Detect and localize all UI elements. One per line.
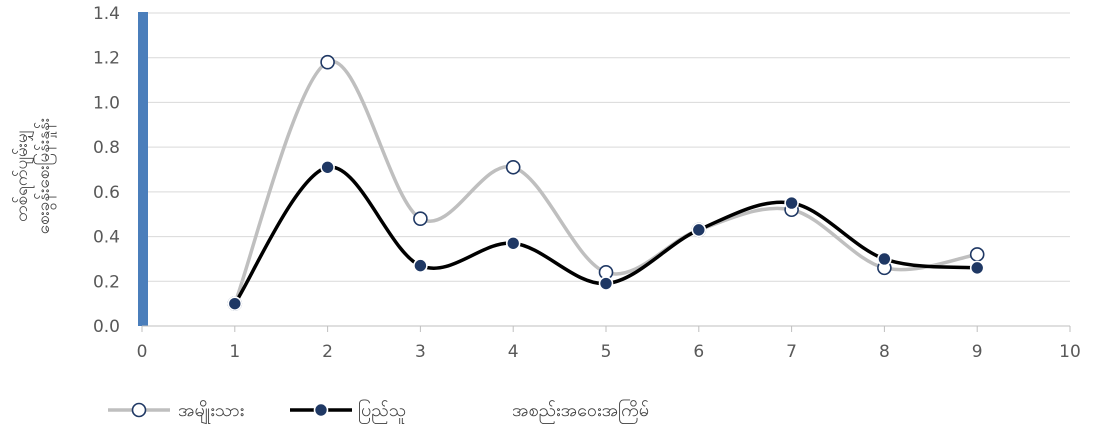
x-tick-label-10: 10 [1059,342,1081,362]
x-tick-label-7: 7 [786,342,797,362]
legend-label-extra: အစည်းအဝေးအကြိမ် [512,399,649,424]
x-tick-label-3: 3 [415,342,426,362]
tick-labels: 0 1 2 3 4 5 6 7 8 9 10 0.0 0.2 0.4 0.6 0.8 1.0 1.2 1.4 [93,4,1081,362]
axes [141,325,1071,332]
gridlines [142,12,1070,282]
series-1-point-3[interactable] [413,211,428,226]
series-2-point-7[interactable] [784,195,799,211]
series-2-point-4[interactable] [505,235,521,251]
x-tick-label-6: 6 [693,342,704,362]
series-2-point-1[interactable] [227,296,243,311]
y-tick-label-0: 0.0 [93,317,120,337]
legend-marker-series-2 [313,402,329,418]
y-tick-label-6: 1.2 [93,49,120,69]
y-tick-label-4: 0.8 [93,138,120,158]
x-tick-label-1: 1 [229,342,240,362]
legend: အမျိုးသား ပြည်သူ အစည်းအဝေးအကြိမ် [108,399,649,424]
series-1-point-9[interactable] [969,247,985,262]
y-tick-label-1: 0.2 [93,272,120,292]
series-1-point-4[interactable] [505,159,521,175]
series-2-point-3[interactable] [413,258,428,273]
x-tick-label-4: 4 [508,342,519,362]
x-tick-label-8: 8 [879,342,890,362]
series-2-point-2[interactable] [320,159,335,175]
legend-item-series-1[interactable]: အမျိုးသား [108,400,244,424]
x-tick-label-5: 5 [601,342,612,362]
y-axis-label: တစ်ရက်ပျမ်းမျှ စေးခွန်းစေးမြန်းနှုန်း [12,118,57,234]
x-tick-label-2: 2 [322,342,333,362]
y-axis-label-line1: တစ်ရက်ပျမ်းမျှ [12,130,35,222]
y-axis-label-line2: စေးခွန်းစေးမြန်းနှုန်း [32,118,57,234]
legend-marker-series-1 [131,402,147,418]
series-1-point-2[interactable] [320,54,335,70]
y-tick-label-5: 1.0 [93,93,120,113]
x-tick-label-9: 9 [972,342,983,362]
legend-item-series-2[interactable]: ပြည်သူ [290,399,406,424]
y-tick-label-7: 1.4 [93,4,120,24]
y-tick-label-3: 0.6 [93,183,120,203]
x-tick-label-0: 0 [137,342,148,362]
series-layer [227,54,985,311]
legend-label-series-2: ပြည်သူ [358,399,406,424]
series-2-point-9[interactable] [969,260,985,276]
y-axis-accent-bar [138,12,148,326]
legend-label-series-1: အမျိုးသား [178,400,244,424]
series-2-point-5[interactable] [598,276,614,291]
y-tick-label-2: 0.4 [93,228,120,248]
series-2-point-8[interactable] [877,251,892,267]
series-2-point-6[interactable] [691,222,707,238]
